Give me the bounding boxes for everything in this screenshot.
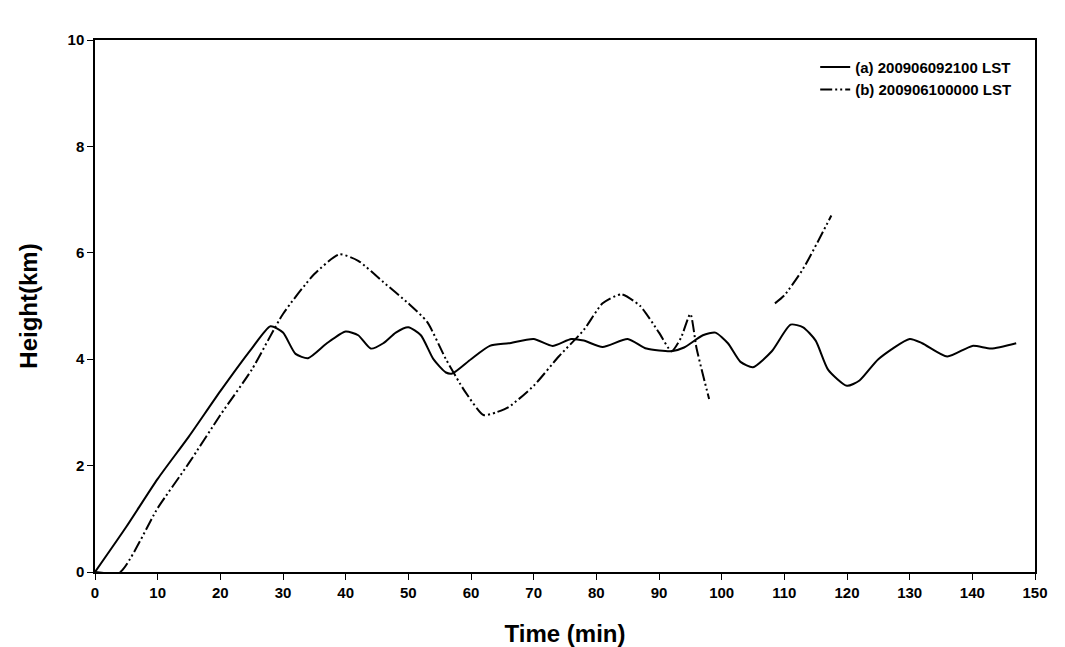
svg-text:0: 0 (91, 584, 99, 601)
svg-text:Height(km): Height(km) (15, 243, 42, 368)
svg-text:70: 70 (525, 584, 542, 601)
svg-text:50: 50 (400, 584, 417, 601)
svg-text:20: 20 (212, 584, 229, 601)
svg-text:10: 10 (149, 584, 166, 601)
svg-text:80: 80 (588, 584, 605, 601)
svg-text:2: 2 (76, 457, 84, 474)
svg-text:40: 40 (337, 584, 354, 601)
svg-text:4: 4 (76, 350, 85, 367)
svg-text:8: 8 (76, 138, 84, 155)
svg-text:100: 100 (709, 584, 734, 601)
svg-text:6: 6 (76, 244, 84, 261)
svg-text:0: 0 (76, 563, 84, 580)
svg-text:130: 130 (897, 584, 922, 601)
svg-text:30: 30 (275, 584, 292, 601)
svg-text:(a) 200906092100 LST: (a) 200906092100 LST (855, 59, 1010, 76)
svg-text:110: 110 (772, 584, 796, 601)
svg-text:140: 140 (960, 584, 985, 601)
svg-text:10: 10 (68, 31, 85, 48)
svg-text:90: 90 (651, 584, 668, 601)
svg-text:150: 150 (1022, 584, 1047, 601)
svg-text:120: 120 (834, 584, 859, 601)
svg-text:(b) 200906100000 LST: (b) 200906100000 LST (855, 81, 1011, 98)
svg-text:60: 60 (463, 584, 480, 601)
svg-text:Time (min): Time (min) (505, 620, 626, 647)
